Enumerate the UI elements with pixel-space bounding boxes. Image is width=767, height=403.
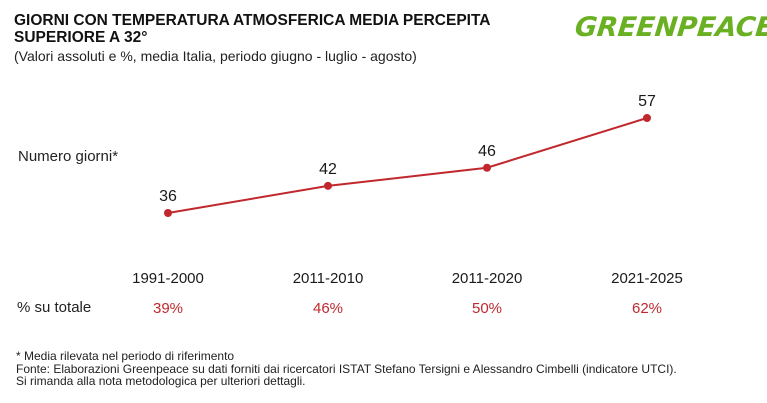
data-label-layer: 36 42 46 57 [159,93,656,205]
category-label: 2021-2025 [611,270,683,287]
data-point [483,163,491,172]
data-point [324,181,332,190]
footnote-line: * Media rilevata nel periodo di riferime… [16,349,235,363]
y-axis-label: Numero giorni* [18,148,119,165]
data-label: 46 [478,143,496,160]
percent-value: 39% [152,300,184,317]
footnote-line: Si rimanda alla nota metodologica per ul… [16,374,306,388]
data-label: 57 [638,93,656,110]
category-label: 2011-2020 [452,270,523,287]
percent-value: 50% [471,300,503,317]
percent-value: 62% [631,300,663,317]
percent-value: 46% [312,300,344,317]
data-point [164,209,172,217]
data-label: 36 [159,188,177,205]
footnote-line: Fonte: Elaborazioni Greenpeace su dati f… [16,361,677,376]
category-label: 1991-2000 [132,270,204,287]
category-label: 2011-2010 [293,270,364,287]
data-point [643,114,651,122]
category-label-layer: 1991-2000 2011-2010 2011-2020 2021-2025 [132,270,683,287]
percent-row-label: % su totale [17,299,92,316]
footnotes: * Media rilevata nel periodo di riferime… [16,350,677,388]
chart-title: GIORNI CON TEMPERATURA ATMOSFERICA MEDIA… [14,12,490,46]
series-line [167,117,648,214]
series-layer [164,114,651,217]
data-label: 42 [319,161,337,178]
chart-subtitle: (Valori assoluti e %, media Italia, peri… [14,48,417,64]
